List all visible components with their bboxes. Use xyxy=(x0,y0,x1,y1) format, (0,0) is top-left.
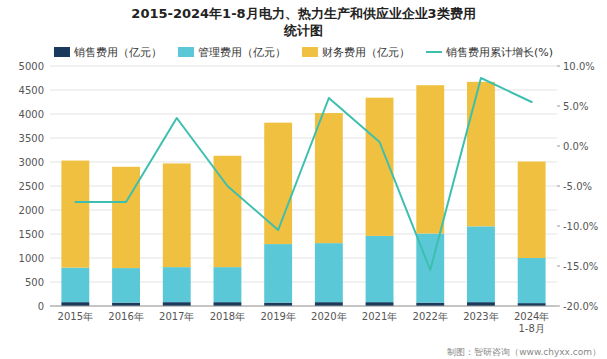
legend-item: 管理费用（亿元） xyxy=(178,46,286,59)
x-tick-label: 2017年 xyxy=(159,311,194,322)
y2-tick-label: 5.0% xyxy=(563,101,588,112)
chart: 2015-2024年1-8月电力、热力生产和供应业企业3类费用统计图 0 500 10… xyxy=(0,0,607,359)
legend-swatch xyxy=(426,51,442,53)
x-tick-label-line: 2021年 xyxy=(362,311,397,322)
y-tick-label: 2500 xyxy=(19,181,44,192)
y2-tick-label: -15.0% xyxy=(563,261,598,272)
bar xyxy=(61,161,89,268)
x-tick-label: 2023年 xyxy=(463,311,498,322)
y2-tick xyxy=(557,186,560,187)
y2-tick xyxy=(557,106,560,107)
x-tick-label-line: 2022年 xyxy=(413,311,448,322)
bar xyxy=(264,303,292,306)
legend-item: 财务费用（亿元） xyxy=(302,46,410,59)
bar xyxy=(416,85,444,233)
legend-swatch xyxy=(54,47,70,57)
bar xyxy=(163,163,191,267)
grid-line xyxy=(50,306,557,307)
bar xyxy=(163,302,191,306)
legend: 销售费用（亿元） 管理费用（亿元） 财务费用（亿元） 销售费用累计增长(%) xyxy=(54,46,553,59)
y-tick-label: 3500 xyxy=(19,133,44,144)
bar xyxy=(112,268,140,303)
y2-tick-label: 0.0% xyxy=(563,141,588,152)
y2-tick-label: 10.0% xyxy=(563,61,595,72)
y2-tick-label: -10.0% xyxy=(563,221,598,232)
subtitle: 统计图 xyxy=(283,23,323,38)
grid xyxy=(50,66,557,306)
bar xyxy=(214,267,242,302)
legend-swatch xyxy=(178,47,194,57)
y-tick-label: 1000 xyxy=(19,253,44,264)
y-tick-label: 0 xyxy=(38,301,44,312)
bar xyxy=(416,303,444,306)
y-tick-label: 500 xyxy=(25,277,44,288)
title: 2015-2024年1-8月电力、热力生产和供应业企业3类费用 xyxy=(131,6,475,21)
marks xyxy=(61,78,545,306)
y2-tick xyxy=(557,66,560,67)
y2-tick-label: -5.0% xyxy=(563,181,592,192)
line xyxy=(75,78,531,270)
x-tick-label-line: 2019年 xyxy=(260,311,295,322)
y-tick-label: 3000 xyxy=(19,157,44,168)
x-axis xyxy=(50,306,557,307)
bar xyxy=(467,82,495,226)
bar xyxy=(366,302,394,306)
legend-label: 财务费用（亿元） xyxy=(322,46,410,59)
x-tick-label-line: 1-8月 xyxy=(518,323,544,334)
bar xyxy=(518,258,546,303)
bar xyxy=(315,302,343,306)
x-tick-label: 2020年 xyxy=(311,311,346,322)
bar xyxy=(467,226,495,302)
x-tick-label: 2016年 xyxy=(108,311,143,322)
footer: 制图：智研咨询（www.chyxx.com） xyxy=(447,347,601,357)
y-tick-label: 5000 xyxy=(19,61,44,72)
x-tick-label-line: 2024年 xyxy=(514,311,549,322)
axes: 0 500 1000 1500 2000 2500 3000 3500 4000 4500 5000… xyxy=(19,61,599,335)
x-tick-label-line: 2016年 xyxy=(108,311,143,322)
bar xyxy=(61,268,89,303)
bar xyxy=(264,244,292,303)
y2-tick xyxy=(557,306,560,307)
bar xyxy=(264,123,292,244)
x-tick-label-line: 2017年 xyxy=(159,311,194,322)
y2-tick xyxy=(557,226,560,227)
legend-label: 管理费用（亿元） xyxy=(198,46,286,59)
y2-tick xyxy=(557,146,560,147)
x-tick-label: 2022年 xyxy=(413,311,448,322)
legend-swatch xyxy=(302,47,318,57)
bar xyxy=(163,267,191,302)
x-tick-label: 2019年 xyxy=(260,311,295,322)
bar xyxy=(315,113,343,243)
y-tick-label: 4000 xyxy=(19,109,44,120)
bar xyxy=(315,243,343,302)
y-tick-label: 2000 xyxy=(19,205,44,216)
y2-tick xyxy=(557,266,560,267)
bar xyxy=(518,162,546,258)
legend-item: 销售费用累计增长(%) xyxy=(426,46,553,59)
grid-line xyxy=(50,66,557,67)
bar xyxy=(61,302,89,306)
x-tick-label-line: 2020年 xyxy=(311,311,346,322)
bar xyxy=(112,167,140,268)
legend-item: 销售费用（亿元） xyxy=(54,46,162,59)
x-tick-label-line: 2018年 xyxy=(210,311,245,322)
x-tick-label: 2021年 xyxy=(362,311,397,322)
bar xyxy=(467,302,495,306)
bar xyxy=(112,303,140,306)
x-tick-label: 2024年1-8月 xyxy=(514,311,549,334)
x-tick-label-line: 2015年 xyxy=(58,311,93,322)
y2-tick-label: -20.0% xyxy=(563,301,598,312)
x-tick-label-line: 2023年 xyxy=(463,311,498,322)
y-tick-label: 4500 xyxy=(19,85,44,96)
y-tick-label: 1500 xyxy=(19,229,44,240)
bar xyxy=(214,302,242,306)
bar xyxy=(366,236,394,302)
legend-label: 销售费用累计增长(%) xyxy=(445,46,553,59)
legend-label: 销售费用（亿元） xyxy=(73,46,162,59)
x-tick-label: 2015年 xyxy=(58,311,93,322)
x-tick-label: 2018年 xyxy=(210,311,245,322)
